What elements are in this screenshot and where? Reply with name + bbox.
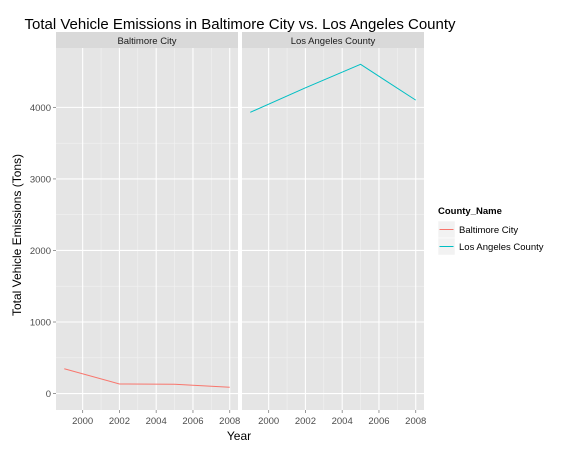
y-tick-label: 4000 [30, 103, 51, 114]
facet-strip-label: Baltimore City [117, 36, 176, 47]
facet-strip [242, 32, 424, 48]
x-tick-label: 2008 [219, 416, 240, 427]
legend-title: County_Name [438, 206, 502, 217]
y-tick-label: 1000 [30, 318, 51, 329]
x-axis-title: Year [227, 429, 251, 443]
panel-background [242, 48, 424, 410]
x-tick-label: 2004 [332, 416, 353, 427]
y-tick-label: 0 [46, 389, 51, 400]
x-tick-label: 2004 [146, 416, 167, 427]
x-tick-label: 2000 [258, 416, 279, 427]
facet-strip-label: Los Angeles County [291, 36, 376, 47]
series-line [64, 368, 230, 388]
x-tick-label: 2006 [368, 416, 389, 427]
x-tick-label: 2008 [405, 416, 426, 427]
y-tick-label: 3000 [30, 174, 51, 185]
legend-label: Los Angeles County [459, 242, 544, 253]
facet-strip [56, 32, 238, 48]
x-tick-label: 2002 [109, 416, 130, 427]
x-tick-label: 2000 [72, 416, 93, 427]
facet-panel: Baltimore City 2000 2002 2004 2006 2008 0 1000 2… [30, 32, 240, 427]
series-line [250, 63, 417, 113]
y-axis-title: Total Vehicle Emissions (Tons) [10, 154, 24, 316]
legend: County_Name Baltimore City Los Angeles Co… [437, 206, 544, 256]
x-tick-label: 2002 [295, 416, 316, 427]
facet-panel: Los Angeles County 2000 2002 2004 2006 2008 [242, 32, 426, 427]
legend-label: Baltimore City [459, 225, 518, 236]
x-tick-label: 2006 [182, 416, 203, 427]
facet-panels: Baltimore City 2000 2002 2004 2006 2008 0 1000 2… [30, 32, 426, 427]
chart-title: Total Vehicle Emissions in Baltimore Cit… [24, 16, 456, 33]
panel-background [56, 48, 238, 410]
y-tick-label: 2000 [30, 246, 51, 257]
